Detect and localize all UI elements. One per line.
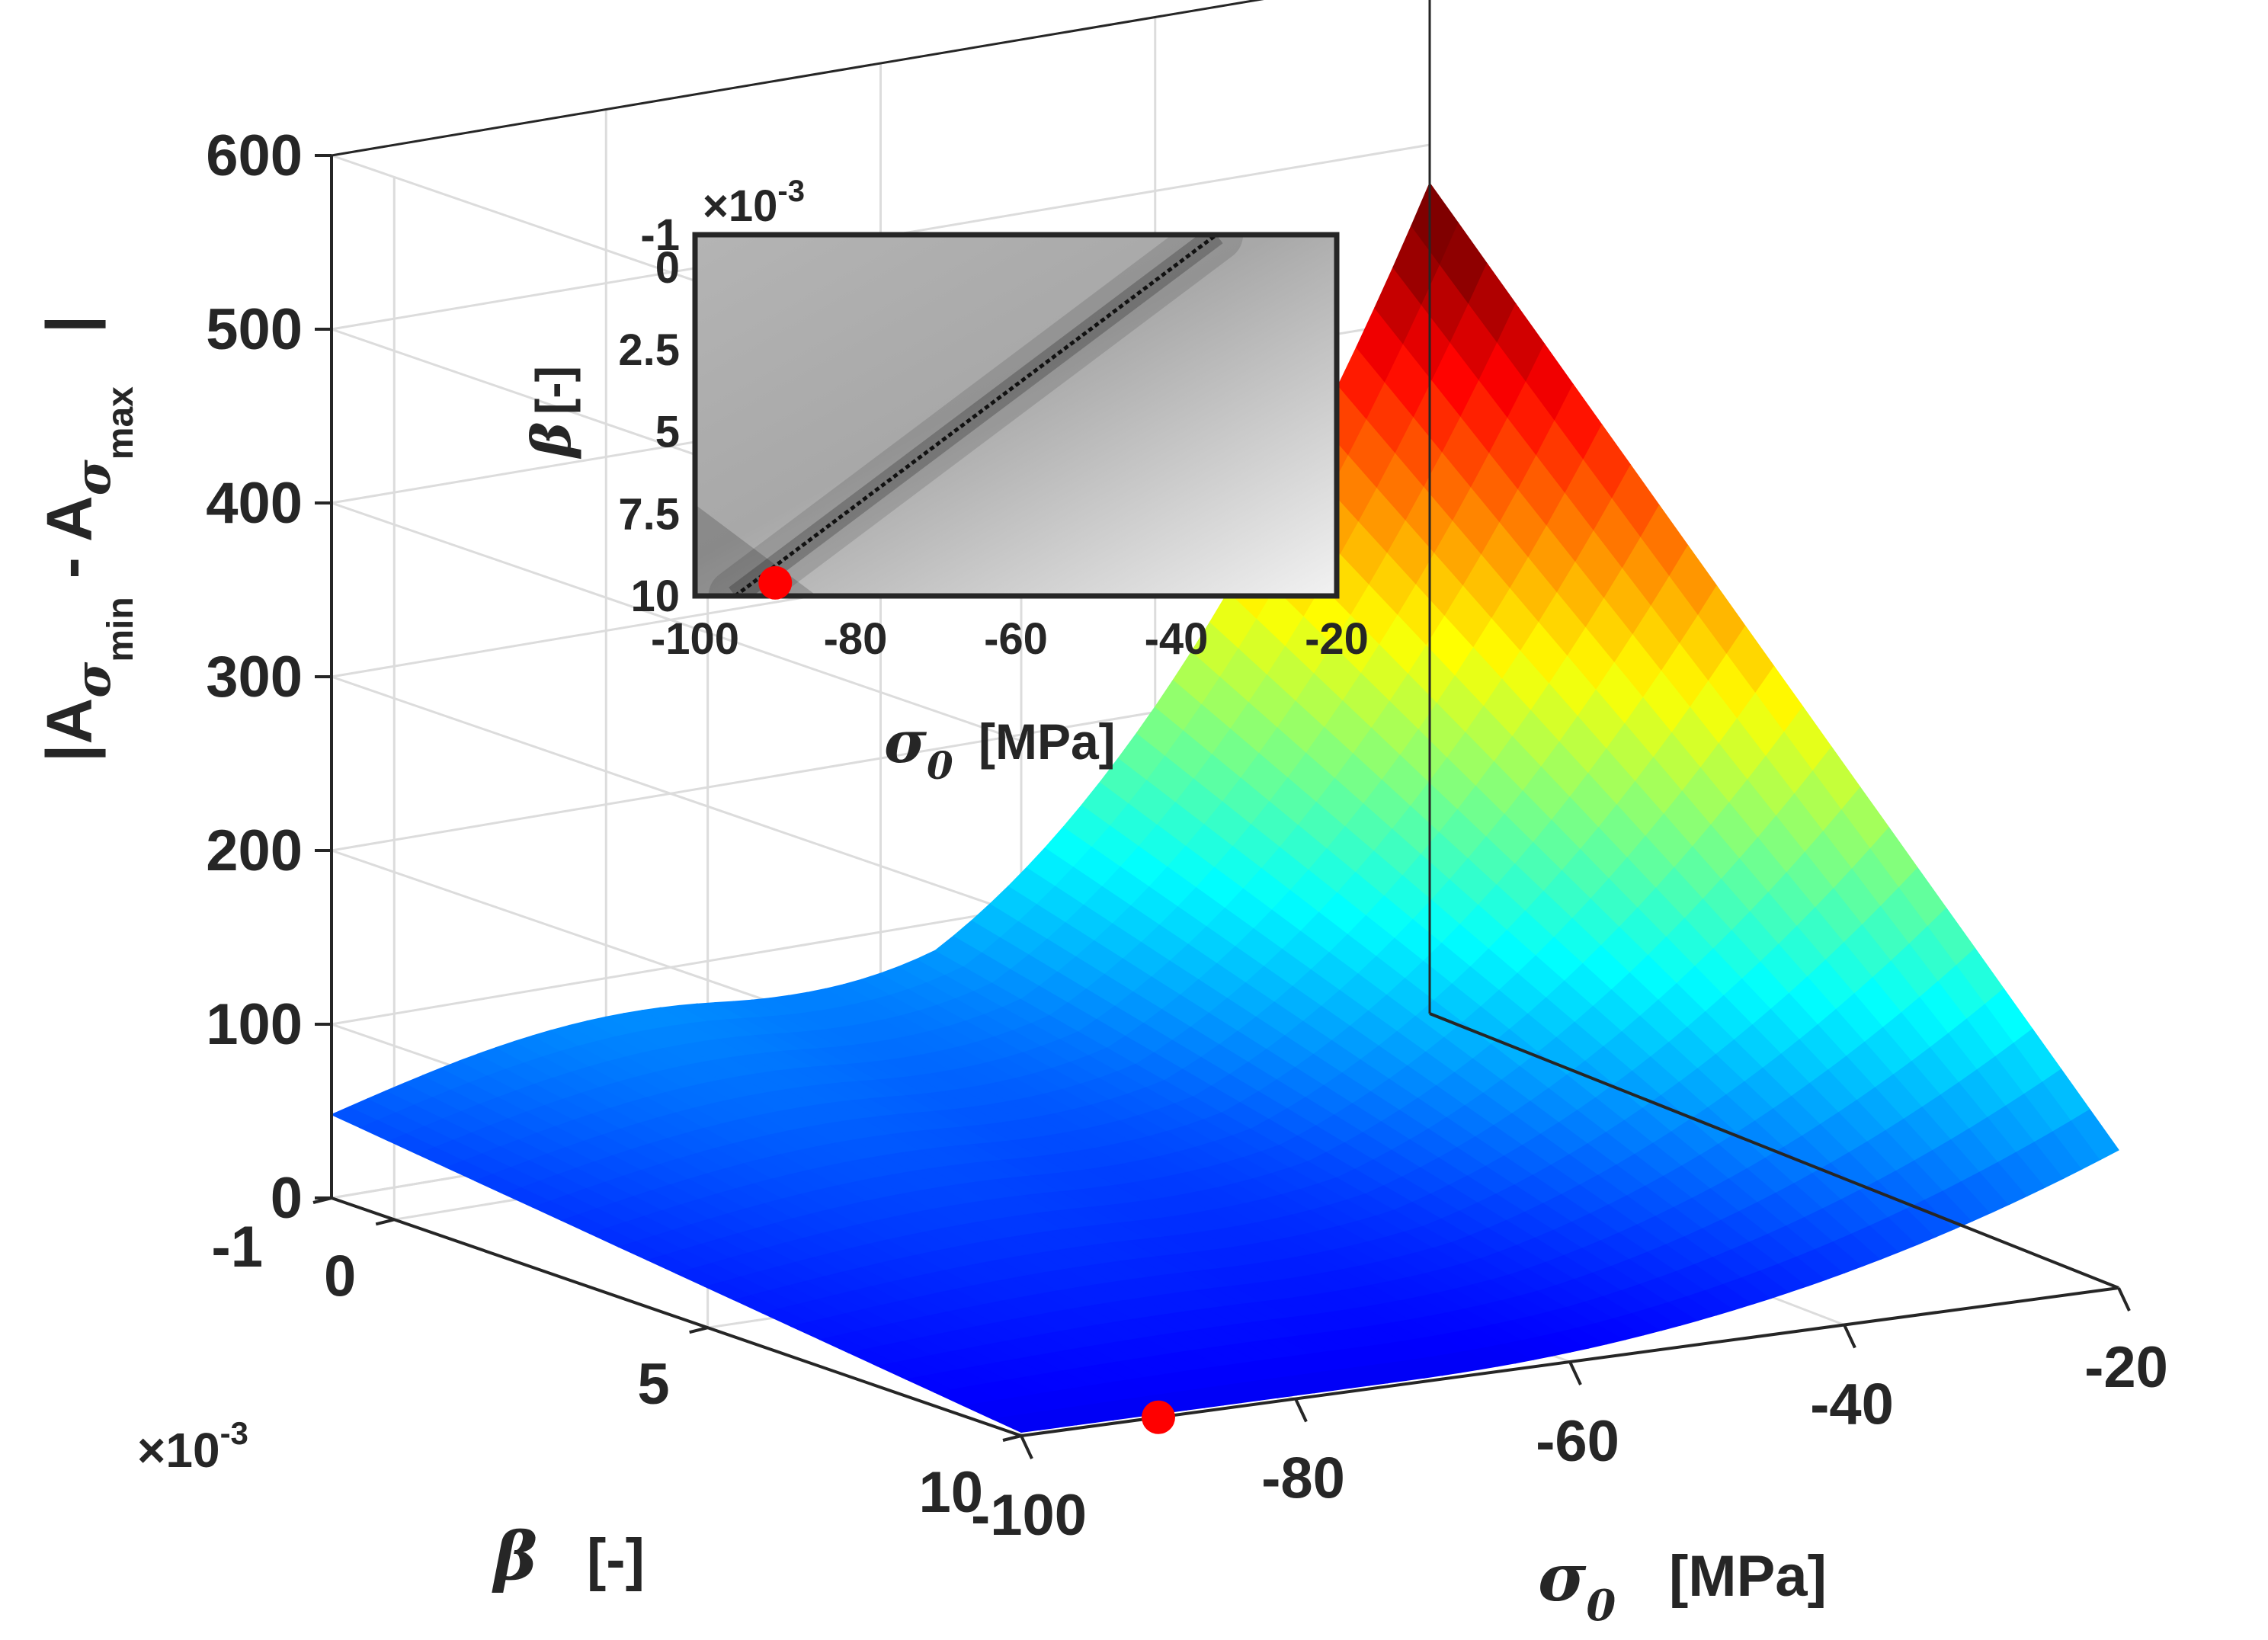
x-tick-label-4: -20	[2084, 1335, 2168, 1400]
inset-y-symbol: β	[520, 422, 583, 460]
x-tick-0	[1020, 1435, 1033, 1459]
x-axis-unit: [MPa]	[1669, 1544, 1827, 1609]
z-label-minus-a: - A	[34, 495, 105, 578]
inset-y-unit: [-]	[526, 366, 581, 415]
inset-marker	[758, 565, 793, 600]
inset-x-symbol-sub: 0	[927, 743, 953, 788]
x-tick-3	[1843, 1324, 1856, 1349]
z-label-min: min	[101, 597, 141, 661]
svg-text:×10-3: ×10-3	[703, 175, 805, 231]
y-tick-label-1: 0	[324, 1244, 356, 1308]
inset-y-tick-label-4: 7.5	[618, 489, 680, 539]
svg-text:|Aσmin- Aσmax|: |Aσmin- Aσmax|	[34, 316, 141, 762]
z-tick-label-3: 300	[206, 645, 303, 709]
x-tick-2	[1568, 1361, 1582, 1385]
grid-left-z-3	[331, 675, 1022, 916]
inset-y-tick-label-1: 0	[655, 243, 680, 293]
inset-y-tick-label-2: 2.5	[618, 325, 680, 375]
inset-x-tick-label-3: -40	[1145, 614, 1209, 664]
inset-frame	[692, 232, 1340, 599]
x-tick-label-0: -100	[971, 1483, 1087, 1548]
x-tick-4	[2117, 1287, 2131, 1312]
grid-left-z-4	[331, 501, 1022, 742]
inset-x-label: σ0 [MPa]	[884, 708, 1116, 788]
z-tick-label-1: 100	[206, 992, 303, 1057]
z-label-bar-end: |	[34, 316, 106, 334]
svg-text:σ0: σ0	[884, 708, 953, 788]
y-tick-label-3: 10	[918, 1460, 983, 1525]
y-exponent-power: -3	[220, 1415, 248, 1451]
svg-text:σ0: σ0	[1538, 1539, 1616, 1631]
surface-mesh	[330, 181, 2119, 1433]
z-label-sigma-max: σ	[65, 459, 122, 495]
y-tick-2	[689, 1326, 709, 1334]
inset-x-tick-label-0: -100	[651, 614, 739, 664]
svg-text:×10-3: ×10-3	[137, 1415, 248, 1478]
z-label-max: max	[101, 386, 141, 460]
inset-tick-labels: -100 -80 -60 -40 -20 -10 2.5 5 7.5 10	[618, 210, 1369, 664]
y-tick-0	[312, 1196, 332, 1204]
z-label-bar: |	[34, 744, 106, 762]
inset-valley-core	[734, 235, 1218, 596]
box-top-back	[331, 0, 1264, 157]
z-label-sigma-min: σ	[65, 661, 122, 698]
inset-x-symbol: σ	[884, 708, 927, 776]
x-edge-right	[1429, 1012, 2119, 1289]
surface-cell-59-23	[2071, 1109, 2119, 1161]
inset-exponent-power: -3	[777, 175, 805, 208]
x-axis-symbol-sub: 0	[1586, 1581, 1616, 1631]
tick-marks	[312, 154, 2131, 1459]
inset-background	[695, 235, 1337, 596]
y-exponent-base: ×10	[137, 1423, 220, 1478]
z-tick-label-5: 500	[206, 297, 303, 362]
inset-x-unit: [MPa]	[979, 713, 1116, 770]
y-tick-label-2: 5	[637, 1352, 669, 1417]
x-tick-label-2: -60	[1536, 1409, 1619, 1474]
z-tick-label-4: 400	[206, 471, 303, 536]
y-tick-1	[375, 1218, 395, 1226]
inset-heatmap: -100 -80 -60 -40 -20-102.557.510 ×10-3 β [-]…	[520, 175, 1369, 788]
inset-x-tick-label-4: -20	[1305, 614, 1369, 664]
z-tick-label-0: 0	[271, 1166, 303, 1231]
y-tick-label-0: -1	[211, 1215, 263, 1280]
x-tick-label-3: -40	[1810, 1373, 1894, 1437]
inset-valley-line	[708, 235, 1244, 596]
z-axis-label: |Aσmin- Aσmax|	[34, 316, 141, 762]
y-exponent: ×10-3	[137, 1415, 248, 1478]
inset-exponent-base: ×10	[703, 181, 777, 231]
inset-y-tick-label-5: 10	[630, 572, 680, 621]
z-label-a: A	[34, 698, 105, 745]
inset-y-tick-label-0: -1	[640, 210, 680, 260]
z-tick-label-2: 200	[206, 818, 303, 883]
inset-exponent: ×10-3	[703, 175, 805, 231]
x-tick-label-1: -80	[1261, 1446, 1345, 1511]
y-tick-3	[1002, 1434, 1022, 1442]
inset-y-label: β [-]	[520, 366, 583, 460]
x-tick-1	[1294, 1398, 1308, 1423]
x-axis-label: σ0 [MPa]	[1538, 1539, 1827, 1631]
y-axis-label: β [-]	[492, 1518, 645, 1595]
inset-x-tick-label-1: -80	[824, 614, 888, 664]
minimum-marker	[1142, 1400, 1175, 1434]
y-axis-unit: [-]	[587, 1527, 645, 1592]
z-tick-label-6: 600	[206, 123, 303, 188]
x-axis-symbol: σ	[1538, 1539, 1587, 1616]
y-axis-symbol: β	[492, 1518, 537, 1595]
inset-x-tick-label-2: -60	[984, 614, 1048, 664]
inset-y-tick-label-3: 5	[655, 408, 680, 457]
y-axis-line	[331, 1196, 1022, 1437]
